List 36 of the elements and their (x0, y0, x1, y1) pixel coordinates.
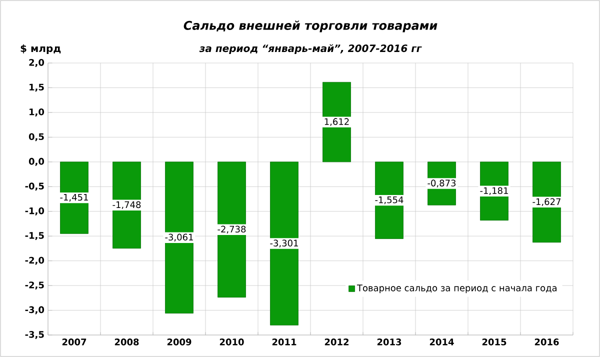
y-tick-label: 0,5 (28, 133, 44, 142)
x-tick-label: 2013 (377, 338, 402, 346)
x-tick-label: 2016 (534, 338, 559, 346)
data-label: -1,554 (375, 196, 404, 204)
x-tick-label: 2011 (272, 338, 296, 346)
y-tick-label: 0,0 (28, 158, 44, 166)
data-label: -1,748 (112, 201, 141, 209)
y-tick-label: 2,0 (29, 59, 44, 67)
data-label: -1,627 (532, 198, 560, 206)
x-tick-label: 2008 (114, 338, 139, 346)
x-tick-label: 2014 (430, 338, 454, 346)
x-tick-label: 2007 (62, 338, 86, 346)
x-tick-label: 2012 (324, 338, 349, 346)
x-tick-label: 2015 (482, 338, 506, 346)
x-tick-label: 2009 (167, 338, 192, 346)
chart-title: Сальдо внешней торговли товарами (184, 20, 438, 32)
legend-label: Товарное сальдо за период с начала года (356, 284, 556, 294)
y-tick-label: -3,5 (25, 331, 44, 339)
data-label: -1,451 (60, 194, 88, 202)
data-label: -0,873 (428, 180, 456, 188)
data-label: -3,301 (270, 240, 298, 248)
y-tick-label: -3,0 (25, 306, 44, 314)
data-label: 1,612 (324, 118, 349, 126)
y-tick-label: -1,0 (25, 207, 44, 216)
y-tick-label: -2,0 (25, 256, 44, 265)
y-tick-label: -1,5 (25, 232, 44, 240)
y-tick-label: 1,0 (30, 108, 44, 116)
y-tick-label: 1,5 (30, 84, 44, 92)
y-tick-label: -2,5 (25, 282, 44, 290)
data-label: -1,181 (480, 187, 508, 195)
data-label: -2,738 (218, 226, 246, 234)
data-label: -3,061 (165, 234, 193, 242)
x-tick-label: 2010 (220, 338, 244, 346)
y-axis-title: $ млрд (20, 44, 61, 54)
y-tick-label: -0,5 (25, 182, 44, 191)
chart-subtitle: за период “январь-май”, 2007-2016 гг (199, 44, 422, 54)
